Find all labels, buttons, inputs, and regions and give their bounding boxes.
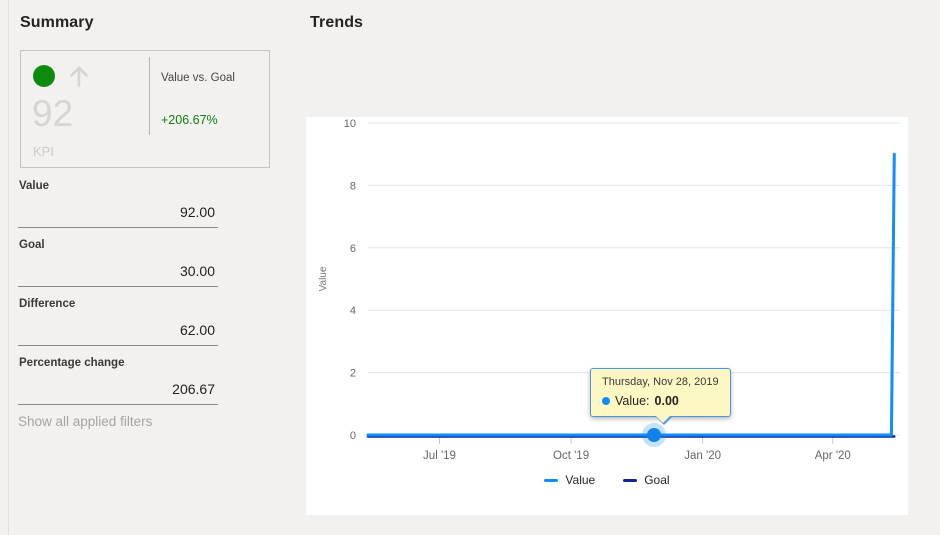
- y-tick-label: 2: [350, 368, 356, 380]
- legend-item-value[interactable]: Value: [544, 473, 595, 487]
- x-tick-label: Apr '20: [815, 450, 851, 462]
- field-label: Difference: [19, 298, 76, 310]
- y-axis-title: Value: [318, 266, 329, 291]
- field-label: Goal: [19, 239, 45, 251]
- tooltip-date: Thursday, Nov 28, 2019: [602, 376, 719, 388]
- y-tick-label: 0: [350, 430, 356, 442]
- field-row-percentage-change: Percentage change 206.67: [18, 353, 218, 409]
- kpi-big-value: 92: [32, 93, 74, 134]
- pane-separator: [8, 0, 9, 535]
- field-row-value: Value 92.00: [18, 176, 218, 232]
- hover-marker[interactable]: [647, 428, 662, 442]
- kpi-comparison-value: +206.67%: [161, 113, 218, 127]
- field-value: 62.00: [179, 322, 215, 338]
- trend-up-arrow-icon: [65, 62, 93, 95]
- field-label: Value: [19, 180, 50, 192]
- field-value: 30.00: [179, 263, 215, 279]
- y-tick-label: 10: [344, 118, 356, 130]
- trend-chart-panel: 0 2 4 6 8 10 Jul '19 Oct '19 Jan '20 Apr '20 Value…: [306, 117, 908, 515]
- x-tick-label: Oct '19: [553, 450, 589, 462]
- field-label: Percentage change: [19, 357, 125, 369]
- kpi-comparison-label: Value vs. Goal: [161, 72, 235, 84]
- field-row-difference: Difference 62.00: [18, 294, 218, 350]
- legend-dash-icon: [623, 478, 638, 482]
- x-tick-label: Jul '19: [423, 450, 456, 462]
- legend-item-goal[interactable]: Goal: [623, 473, 670, 487]
- x-tick-label: Jan '20: [684, 450, 721, 462]
- field-underline: [18, 227, 218, 228]
- tooltip-value: 0.00: [654, 394, 679, 408]
- kpi-card[interactable]: 92 KPI Value vs. Goal +206.67%: [20, 50, 270, 168]
- summary-title: Summary: [20, 14, 94, 31]
- chart-tooltip: Thursday, Nov 28, 2019 Value: 0.00: [590, 368, 731, 425]
- field-row-goal: Goal 30.00: [18, 235, 218, 291]
- legend-label: Value: [565, 473, 596, 487]
- chart-legend: Value Goal: [306, 473, 908, 487]
- kpi-label: KPI: [33, 144, 54, 159]
- field-underline: [18, 286, 218, 287]
- y-tick-label: 6: [350, 243, 356, 255]
- field-value: 206.67: [172, 381, 215, 397]
- kpi-status-circle-icon: [33, 65, 55, 87]
- trends-title: Trends: [310, 14, 364, 31]
- field-underline: [18, 345, 218, 346]
- kpi-card-divider: [149, 57, 150, 135]
- series-dot-icon: [602, 397, 610, 405]
- series-line-value[interactable]: [366, 152, 896, 437]
- show-applied-filters-link[interactable]: Show all applied filters: [18, 414, 153, 429]
- y-tick-label: 8: [350, 180, 356, 192]
- tooltip-series-label: Value:: [615, 394, 650, 408]
- field-value: 92.00: [179, 204, 215, 220]
- y-tick-label: 4: [350, 305, 356, 317]
- field-underline: [18, 404, 218, 405]
- legend-label: Goal: [644, 473, 670, 487]
- legend-dash-icon: [544, 478, 559, 482]
